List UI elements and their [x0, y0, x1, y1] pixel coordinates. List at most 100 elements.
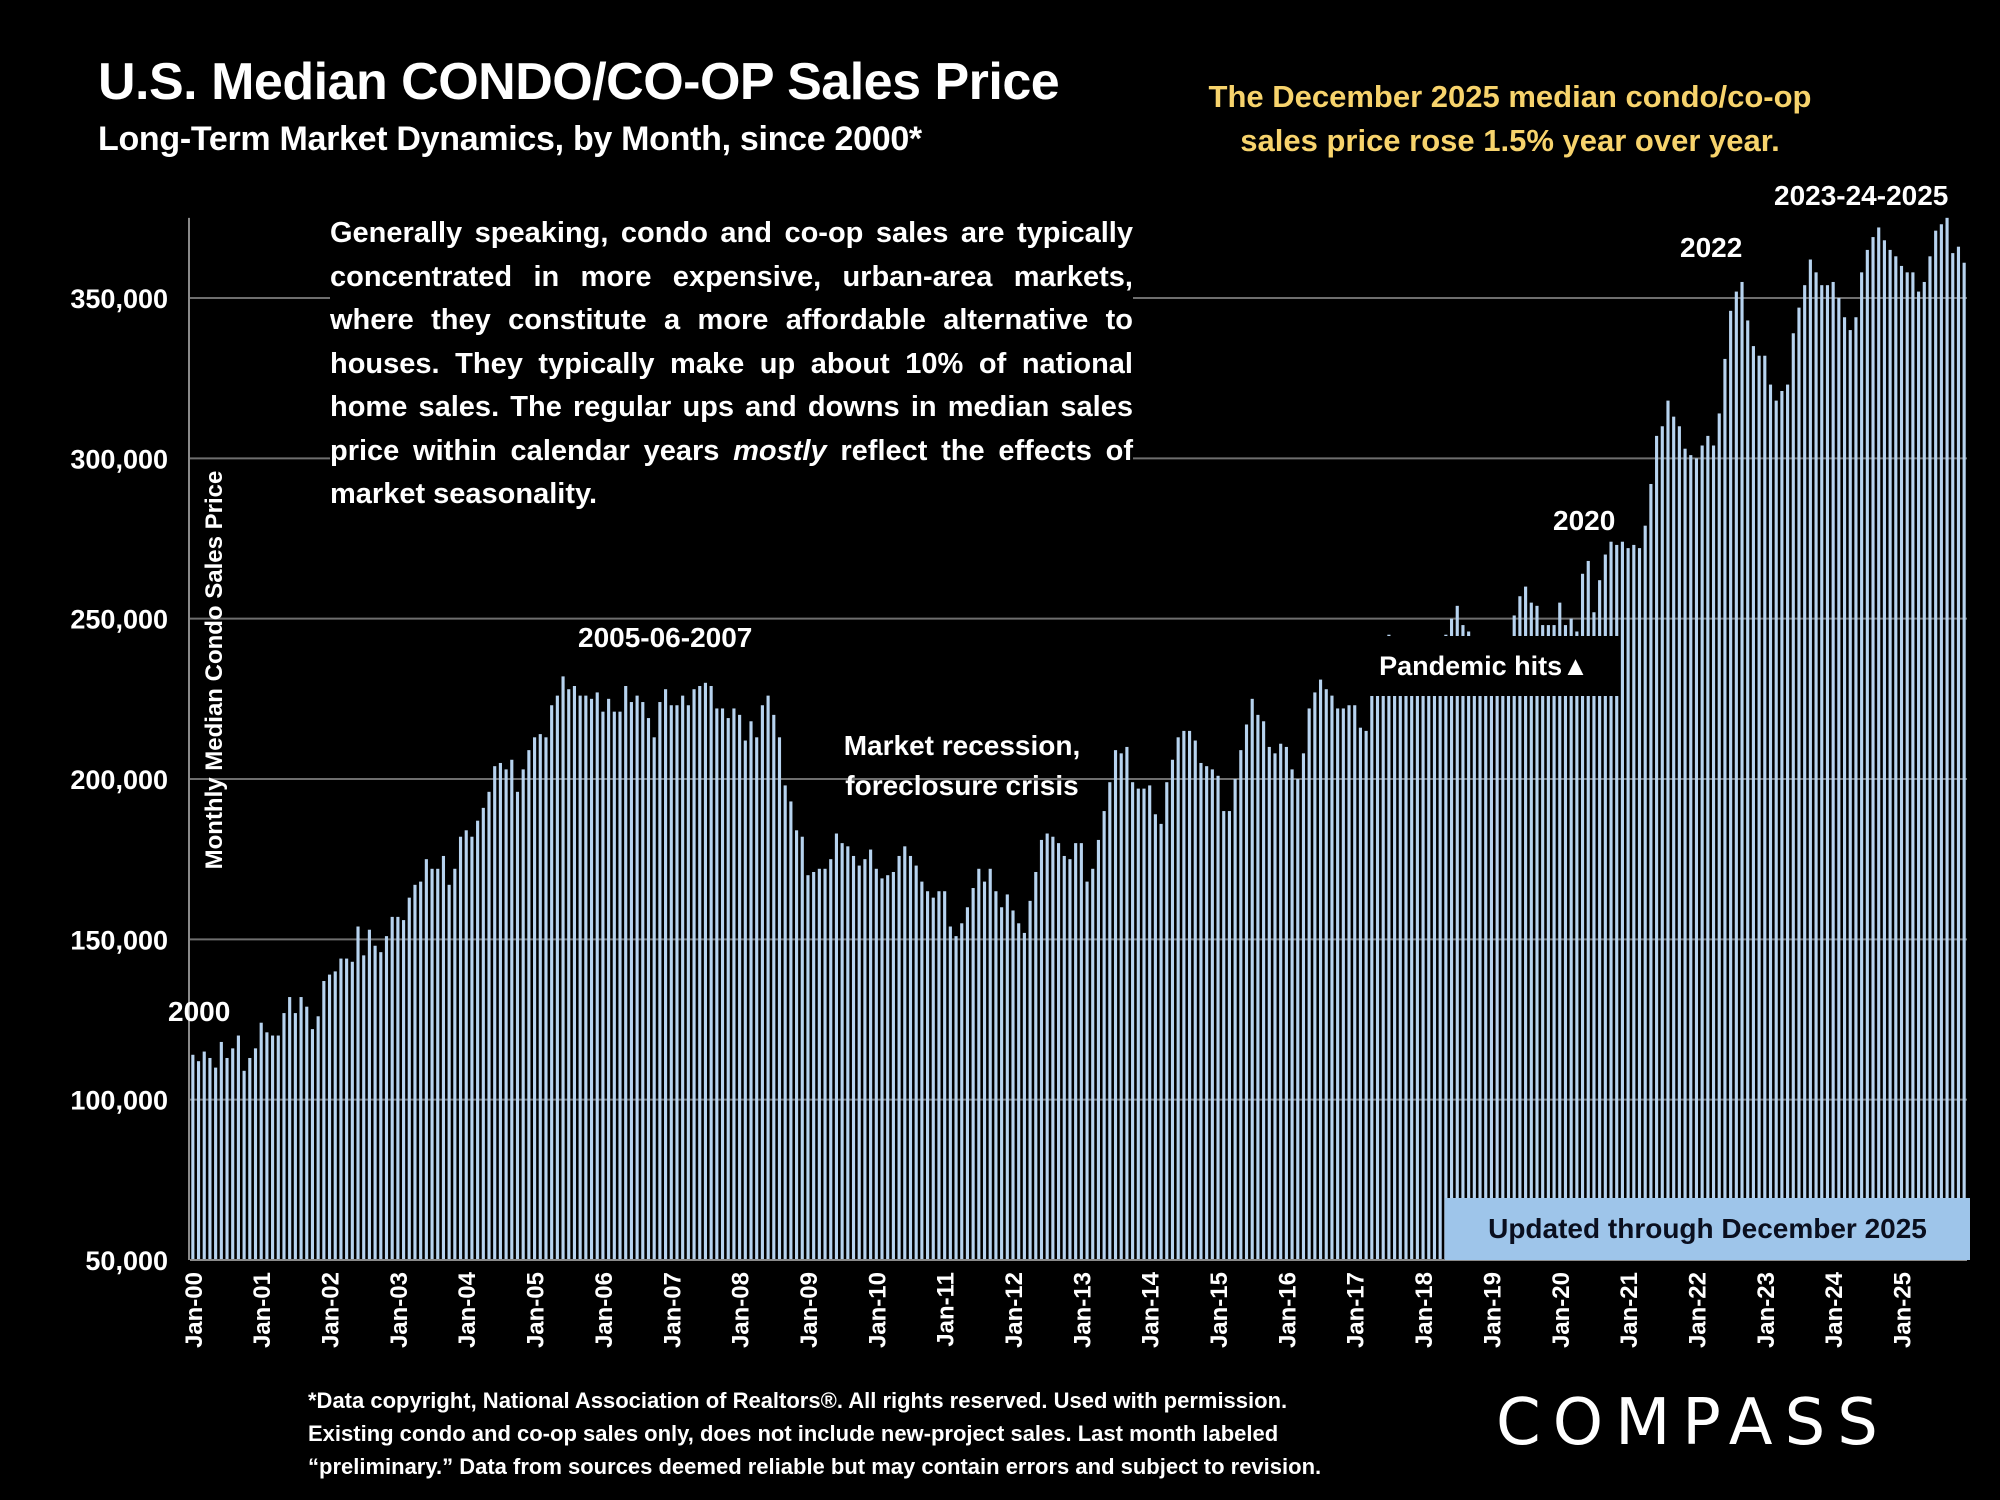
bar	[1250, 698, 1254, 1260]
bar	[458, 836, 463, 1260]
compass-logo: COMPASS	[1496, 1386, 1890, 1460]
x-tick-labels: Jan-00 Jan-01 Jan-02 Jan-03 Jan-04 Jan-05 Jan-…	[181, 1271, 1917, 1348]
bar	[1780, 390, 1784, 1260]
bar	[191, 1054, 195, 1260]
bar	[1028, 900, 1032, 1260]
y-tick-label: 150,000	[70, 925, 168, 955]
bar	[908, 855, 913, 1260]
bar	[834, 833, 839, 1260]
bar	[1267, 746, 1271, 1260]
bar	[1210, 769, 1214, 1260]
bar	[561, 676, 565, 1260]
bar	[1598, 580, 1602, 1260]
bar	[1313, 692, 1317, 1260]
bar	[396, 916, 400, 1260]
bar	[214, 1067, 218, 1260]
bar	[1524, 586, 1528, 1260]
bar	[567, 689, 571, 1260]
bar	[1484, 641, 1488, 1260]
bar	[527, 750, 531, 1260]
bar	[1615, 544, 1619, 1260]
bar	[345, 958, 349, 1260]
bar	[789, 801, 793, 1260]
footnote: *Data copyright, National Association of…	[308, 1384, 1466, 1483]
bar	[658, 702, 662, 1260]
bar	[1763, 355, 1767, 1261]
bar	[1079, 843, 1083, 1260]
bar	[1034, 871, 1038, 1260]
x-tick-label: Jan-14	[1138, 1271, 1165, 1348]
bar	[498, 762, 502, 1260]
footnote-line-3: “preliminary.” Data from sources deemed …	[308, 1454, 1322, 1479]
axes	[188, 217, 1967, 1261]
bar	[965, 907, 970, 1260]
bar	[1922, 281, 1926, 1260]
x-tick-label: Jan-17	[1343, 1272, 1370, 1348]
bar	[538, 734, 542, 1260]
bar	[874, 868, 878, 1260]
bar	[373, 945, 377, 1260]
bar	[806, 875, 810, 1260]
bar	[1256, 714, 1260, 1260]
bar	[1723, 358, 1727, 1261]
bar	[1136, 788, 1140, 1260]
bar	[829, 859, 833, 1260]
bar	[1051, 836, 1055, 1260]
bar	[840, 843, 844, 1260]
compass-logo-text: COMPASS	[1496, 1386, 1890, 1460]
bar	[282, 1013, 286, 1260]
bar	[914, 865, 918, 1260]
bar	[1113, 750, 1118, 1260]
x-tick-label: Jan-01	[249, 1272, 276, 1348]
bar	[1518, 596, 1522, 1260]
footnote-line-1: *Data copyright, National Association of…	[308, 1388, 1288, 1413]
bar	[1324, 689, 1328, 1260]
bar	[356, 926, 360, 1260]
bar	[1193, 740, 1197, 1260]
bar	[327, 974, 332, 1260]
bar	[994, 891, 998, 1260]
bar	[846, 846, 850, 1260]
bar	[1239, 750, 1243, 1260]
bar	[943, 891, 947, 1260]
bar	[977, 868, 981, 1260]
bar	[1336, 708, 1340, 1260]
bar	[1170, 759, 1175, 1260]
bar	[1341, 708, 1345, 1260]
bar	[686, 705, 690, 1260]
x-tick-label: Jan-04	[454, 1271, 481, 1348]
bar	[293, 1013, 297, 1260]
bar	[402, 920, 406, 1260]
bar	[1626, 548, 1630, 1260]
bar	[1928, 256, 1932, 1260]
bar	[783, 785, 787, 1260]
bar	[772, 714, 776, 1260]
bar	[982, 881, 987, 1260]
bar	[669, 705, 673, 1260]
bar	[453, 868, 457, 1260]
bar	[1917, 291, 1921, 1260]
bar	[869, 849, 873, 1260]
x-tick-label: Jan-00	[181, 1272, 208, 1348]
bar	[1119, 753, 1123, 1260]
bar	[1432, 686, 1437, 1260]
bar	[715, 708, 719, 1260]
bar	[920, 881, 924, 1260]
bar	[607, 698, 611, 1260]
bar	[253, 1048, 258, 1260]
bar	[259, 1022, 263, 1260]
bar	[1125, 746, 1129, 1260]
bar	[1131, 782, 1135, 1260]
bar	[196, 1061, 201, 1260]
footnote-line-2: Existing condo and co-op sales only, doe…	[308, 1421, 1279, 1446]
bar	[1478, 650, 1482, 1260]
bar	[1541, 625, 1545, 1260]
headline-line-1: The December 2025 median condo/co-op	[1208, 79, 1812, 114]
bar	[1153, 814, 1157, 1260]
bar	[1558, 602, 1562, 1260]
bar	[1489, 647, 1493, 1260]
bar	[652, 737, 656, 1260]
bar	[1854, 317, 1858, 1260]
bar	[1318, 679, 1323, 1260]
annotation-2000: 2000	[168, 996, 231, 1027]
